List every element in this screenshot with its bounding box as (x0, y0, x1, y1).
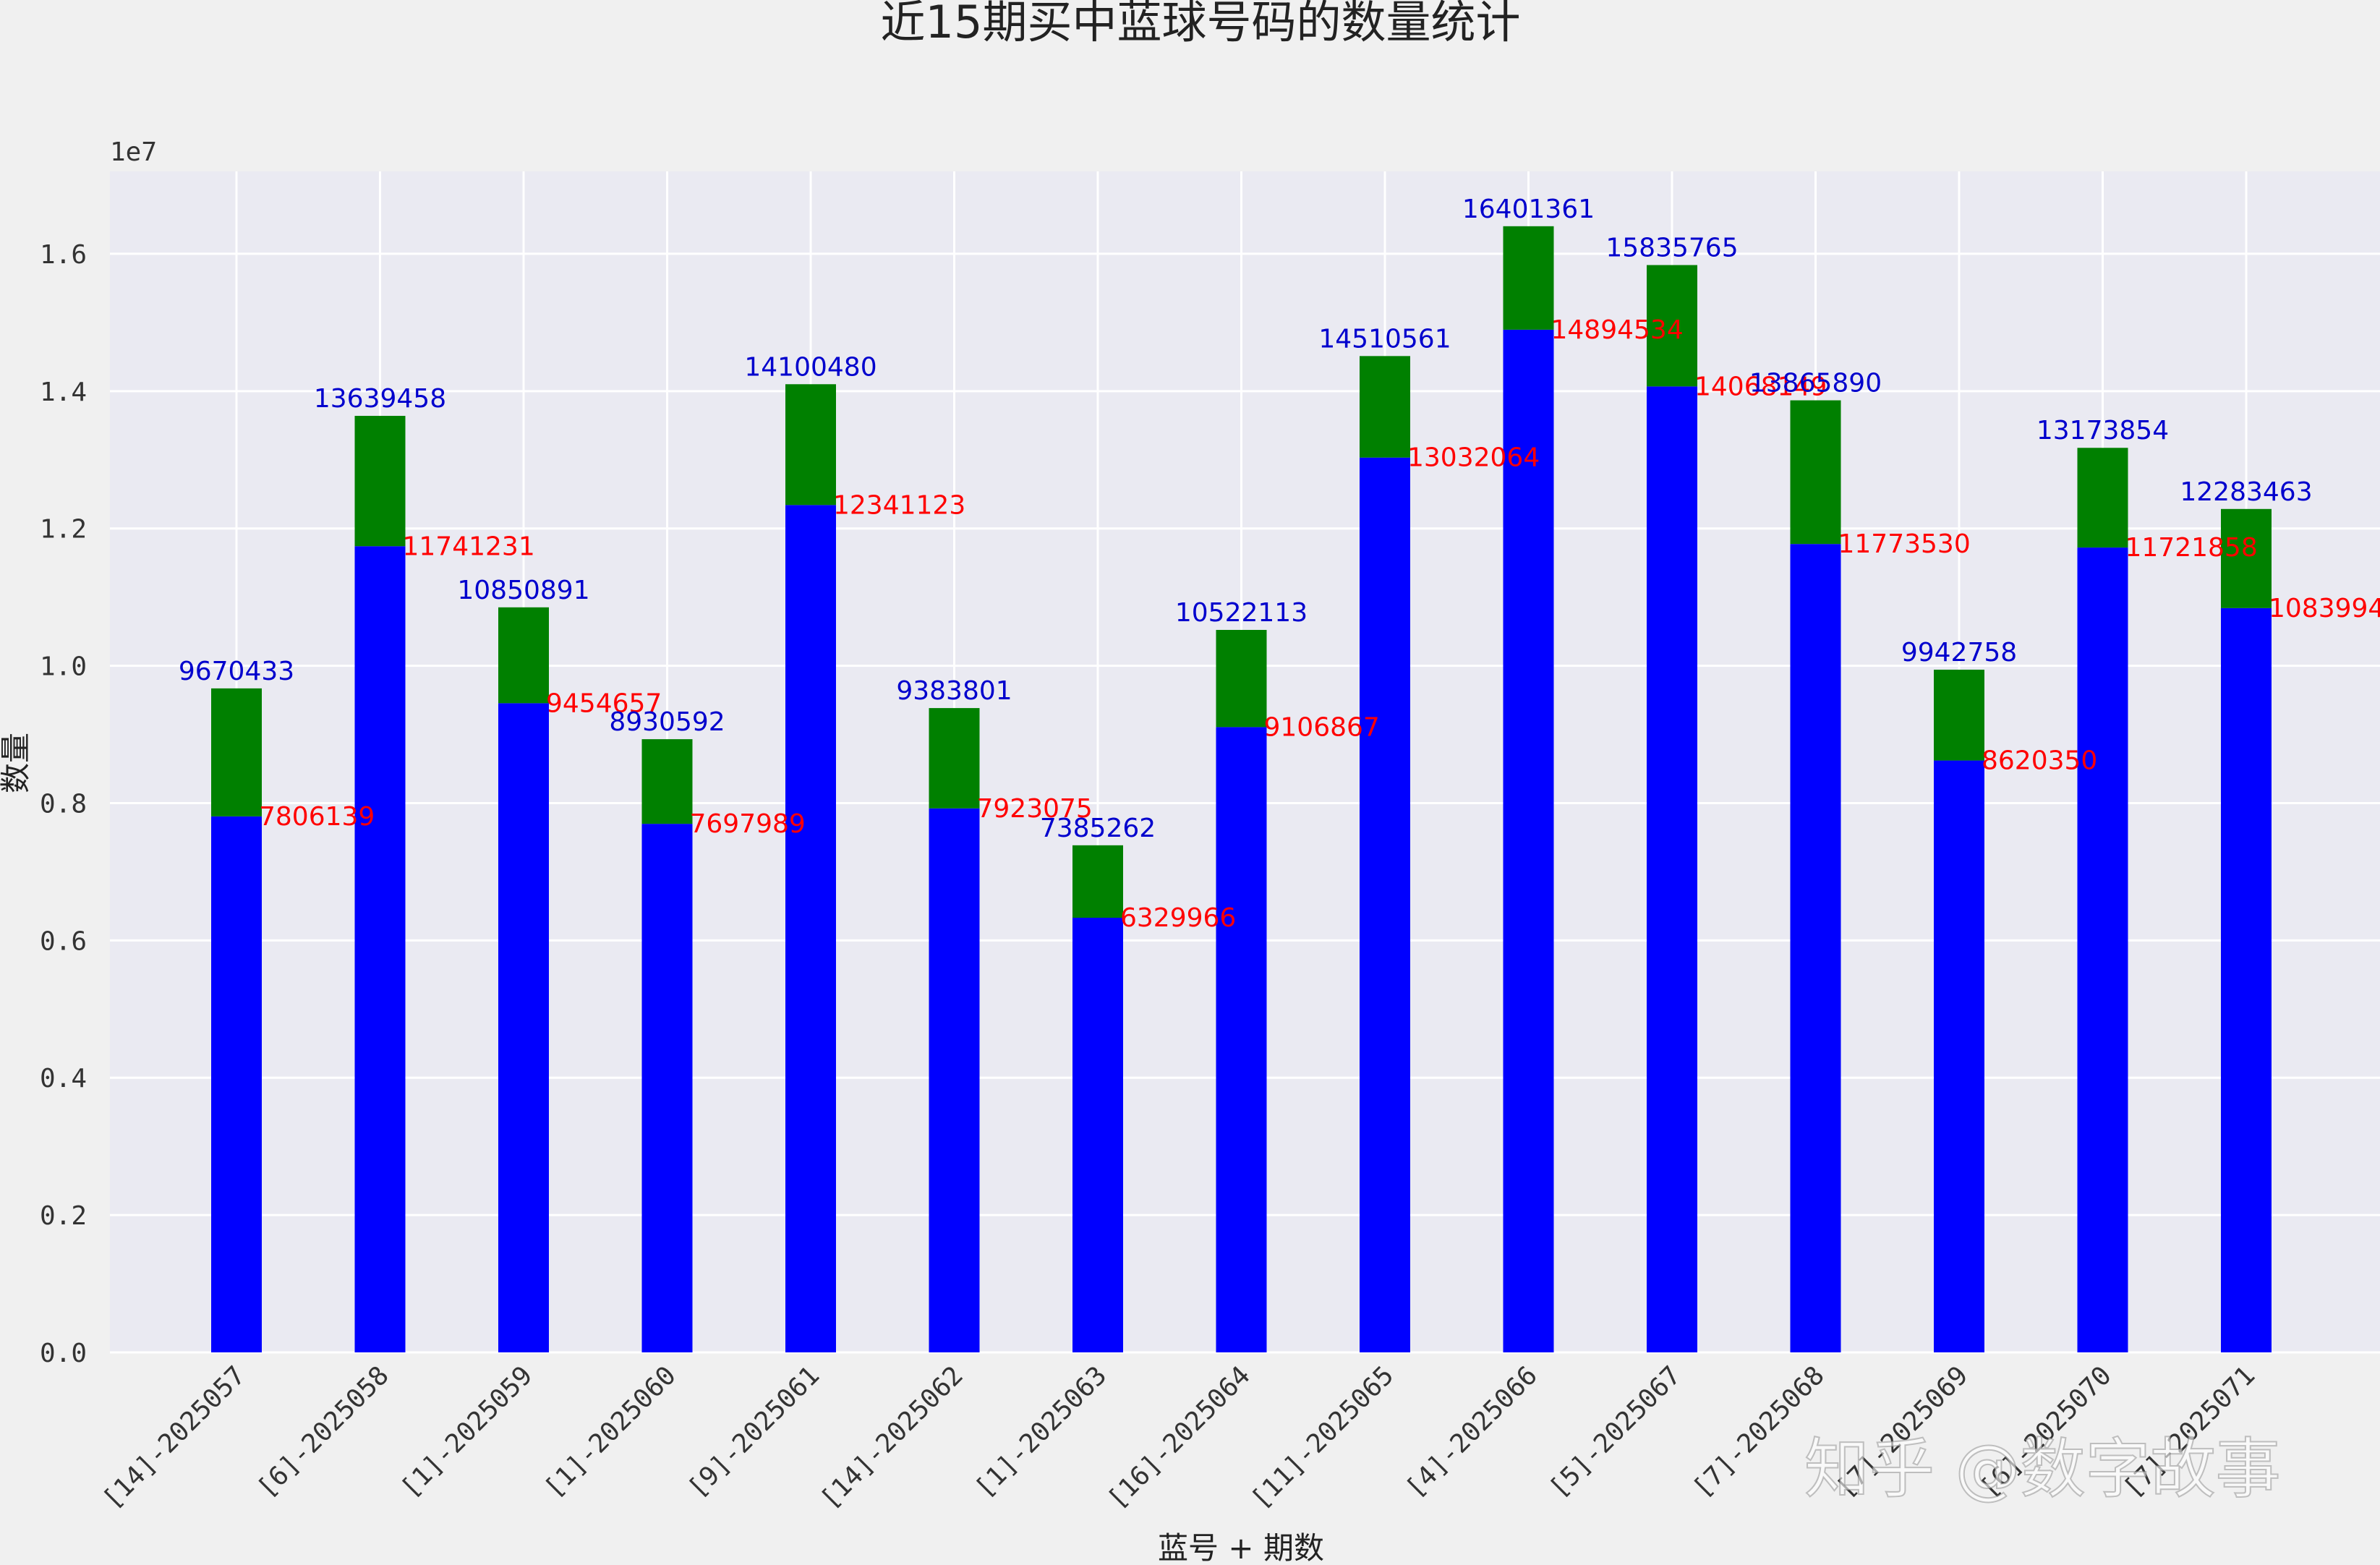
x-tick-label: [11]-2025065 (1245, 1360, 1399, 1514)
total-value-label: 10850891 (457, 576, 589, 605)
bar-base (211, 816, 262, 1352)
base-value-label: 12341123 (833, 490, 965, 520)
total-value-label: 12283463 (2180, 477, 2312, 507)
base-value-label: 13032064 (1407, 443, 1540, 473)
bar-top (2221, 508, 2272, 608)
y-axis-scale-label: 1e7 (110, 137, 157, 167)
bar-base (1216, 727, 1267, 1352)
bar-base (641, 824, 693, 1352)
total-value-label: 13865890 (1749, 369, 1882, 398)
total-value-label: 9670433 (179, 657, 294, 686)
x-tick-label: [1]-2025060 (539, 1360, 682, 1504)
y-tick-label: 0.6 (40, 926, 87, 956)
watermark: 知乎 @数字故事 (1804, 1431, 2281, 1507)
bar-top (1072, 845, 1123, 918)
total-value-label: 10522113 (1175, 598, 1308, 628)
base-value-label: 7923075 (977, 794, 1093, 824)
base-value-label: 9106867 (1264, 712, 1380, 742)
y-tick-label: 0.0 (40, 1339, 87, 1368)
x-tick-label: [16]-2025064 (1102, 1360, 1256, 1514)
total-value-label: 7385262 (1040, 814, 1156, 843)
bar-base (1072, 918, 1123, 1352)
chart-title: 近15期买中蓝球号码的数量统计 (881, 0, 1521, 48)
bar-base (1934, 760, 1984, 1352)
base-value-label: 11741231 (403, 532, 535, 561)
bar-base (785, 505, 836, 1353)
y-axis-label: 数量 (0, 733, 33, 793)
bar-top (641, 739, 693, 824)
bar-top (785, 384, 836, 506)
total-value-label: 9383801 (896, 676, 1012, 706)
base-value-label: 10839947 (2269, 594, 2380, 623)
bar-base (1503, 329, 1554, 1352)
x-tick-label: [1]-2025063 (970, 1360, 1113, 1504)
y-tick-label: 1.2 (40, 515, 87, 545)
base-value-label: 14894534 (1551, 315, 1684, 345)
base-value-label: 8620350 (1982, 746, 2097, 776)
x-tick-label: [1]-2025059 (396, 1360, 539, 1504)
bar-base (354, 546, 406, 1353)
bar-base (2221, 607, 2272, 1353)
base-value-label: 9454657 (546, 688, 662, 718)
x-tick-label: [14]-2025062 (815, 1360, 969, 1514)
y-tick-label: 1.0 (40, 652, 87, 682)
y-tick-label: 0.2 (40, 1201, 87, 1231)
bar-top (211, 688, 262, 816)
y-axis-ticks: 0.0 0.2 0.4 0.6 0.8 1.0 1.2 1.4 1.6 (40, 240, 87, 1368)
x-tick-label: [4]-2025066 (1400, 1360, 1543, 1504)
x-tick-label: [14]-2025057 (97, 1360, 251, 1514)
bar-base (929, 808, 980, 1352)
bar-base (1647, 386, 1697, 1352)
base-value-label: 11773530 (1838, 529, 1971, 559)
y-tick-label: 0.8 (40, 789, 87, 819)
bars (211, 226, 2272, 1353)
total-value-label: 15835765 (1605, 234, 1738, 263)
x-tick-label: [6]-2025058 (252, 1360, 395, 1504)
data-labels: 9670433 7806139 13639458 11741231 10850891 94… (179, 195, 2380, 933)
total-value-label: 14100480 (744, 352, 876, 382)
bar-base (1790, 544, 1841, 1352)
bar-top (498, 607, 549, 704)
bar-base (498, 703, 549, 1352)
total-value-label: 14510561 (1318, 324, 1451, 354)
x-axis-label: 蓝号 + 期数 (1158, 1530, 1324, 1565)
y-tick-label: 1.6 (40, 240, 87, 270)
bar-base (2077, 547, 2128, 1352)
bar-top (1503, 226, 1554, 330)
y-tick-label: 1.4 (40, 378, 87, 407)
base-value-label: 6329966 (1120, 903, 1236, 933)
bar-top (2077, 448, 2128, 548)
bar-top (1790, 400, 1841, 545)
total-value-label: 13639458 (314, 384, 446, 414)
base-value-label: 7806139 (259, 802, 375, 832)
x-tick-label: [9]-2025061 (683, 1360, 826, 1504)
x-tick-label: [5]-2025067 (1544, 1360, 1687, 1504)
total-value-label: 8930592 (609, 707, 725, 737)
base-value-label: 14068149 (1694, 372, 1827, 401)
bar-top (1647, 265, 1697, 387)
bar-top (354, 416, 406, 547)
bar-top (1934, 670, 1984, 761)
bar-top (1216, 630, 1267, 728)
base-value-label: 11721858 (2125, 533, 2258, 563)
total-value-label: 13173854 (2036, 416, 2169, 445)
base-value-label: 7697989 (690, 809, 806, 839)
bar-top (929, 708, 980, 809)
bar-base (1360, 457, 1410, 1352)
bar-top (1360, 356, 1410, 458)
total-value-label: 9942758 (1901, 638, 2017, 668)
total-value-label: 16401361 (1462, 195, 1595, 224)
y-tick-label: 0.4 (40, 1064, 87, 1093)
